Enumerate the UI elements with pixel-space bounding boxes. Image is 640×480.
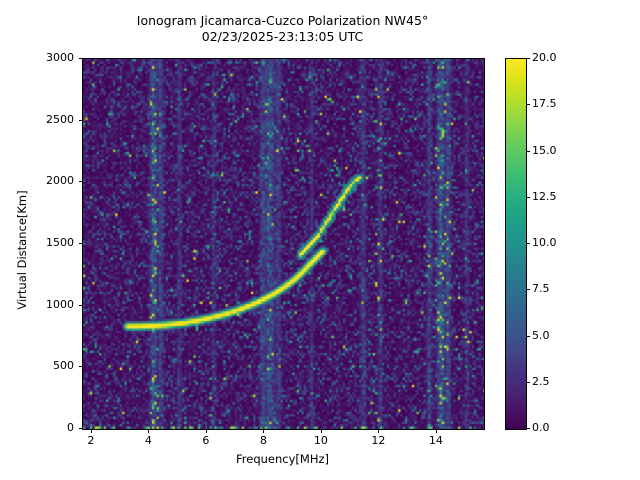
y-axis-label: Virtual Distance[Km] bbox=[15, 190, 29, 310]
chart-title: Ionogram Jicamarca-Cuzco Polarization NW… bbox=[136, 13, 429, 44]
colorbar-tick-5.0 bbox=[526, 335, 530, 337]
y-tick-1000 bbox=[78, 304, 82, 306]
colorbar-tick-label-20.0: 20.0 bbox=[532, 51, 557, 64]
y-tick-1500 bbox=[78, 243, 82, 244]
x-tick-label-8: 8 bbox=[259, 434, 267, 447]
x-tick-label-14: 14 bbox=[428, 434, 443, 447]
y-tick-label-1000: 1000 bbox=[46, 297, 74, 311]
plot-area bbox=[82, 58, 485, 430]
x-tick-6 bbox=[205, 429, 207, 433]
colorbar-tick-label-15.0: 15.0 bbox=[532, 143, 557, 157]
colorbar-tick-20.0 bbox=[526, 58, 530, 59]
x-tick-2 bbox=[90, 429, 92, 433]
x-axis-label: Frequency[MHz] bbox=[236, 452, 329, 466]
y-tick-0 bbox=[78, 428, 82, 429]
y-tick-label-3000: 3000 bbox=[46, 51, 74, 64]
y-tick-label-1500: 1500 bbox=[46, 236, 74, 249]
x-tick-label-12: 12 bbox=[371, 434, 386, 447]
colorbar-tick-label-5.0: 5.0 bbox=[532, 328, 550, 342]
x-tick-8 bbox=[263, 429, 265, 433]
y-tick-3000 bbox=[78, 58, 82, 59]
colorbar bbox=[505, 58, 527, 430]
colorbar-tick-12.5 bbox=[526, 196, 530, 198]
x-tick-label-2: 2 bbox=[87, 434, 95, 447]
y-tick-label-0: 0 bbox=[67, 421, 74, 434]
colorbar-tick-10.0 bbox=[526, 243, 530, 244]
colorbar-tick-2.5 bbox=[526, 381, 530, 383]
y-tick-2500 bbox=[78, 119, 82, 121]
y-tick-label-2500: 2500 bbox=[46, 112, 74, 126]
colorbar-tick-15.0 bbox=[526, 150, 530, 152]
colorbar-tick-label-10.0: 10.0 bbox=[532, 236, 557, 249]
colorbar-tick-17.5 bbox=[526, 104, 530, 106]
colorbar-tick-0.0 bbox=[526, 428, 530, 429]
colorbar-tick-7.5 bbox=[526, 289, 530, 291]
colorbar-tick-label-12.5: 12.5 bbox=[532, 189, 557, 203]
x-tick-12 bbox=[378, 429, 380, 433]
x-tick-4 bbox=[148, 429, 150, 433]
x-tick-label-10: 10 bbox=[313, 434, 328, 447]
x-tick-label-6: 6 bbox=[202, 434, 210, 447]
colorbar-tick-label-0.0: 0.0 bbox=[532, 421, 550, 434]
x-tick-label-4: 4 bbox=[144, 434, 152, 447]
colorbar-tick-label-17.5: 17.5 bbox=[532, 97, 557, 111]
y-tick-label-2000: 2000 bbox=[46, 174, 74, 188]
y-tick-2000 bbox=[78, 181, 82, 183]
colorbar-tick-label-7.5: 7.5 bbox=[532, 282, 550, 296]
ionogram-heatmap-canvas bbox=[83, 59, 484, 429]
x-tick-10 bbox=[320, 429, 322, 433]
colorbar-tick-label-2.5: 2.5 bbox=[532, 374, 550, 388]
y-tick-label-500: 500 bbox=[53, 359, 74, 373]
x-tick-14 bbox=[435, 429, 437, 433]
y-tick-500 bbox=[78, 366, 82, 368]
